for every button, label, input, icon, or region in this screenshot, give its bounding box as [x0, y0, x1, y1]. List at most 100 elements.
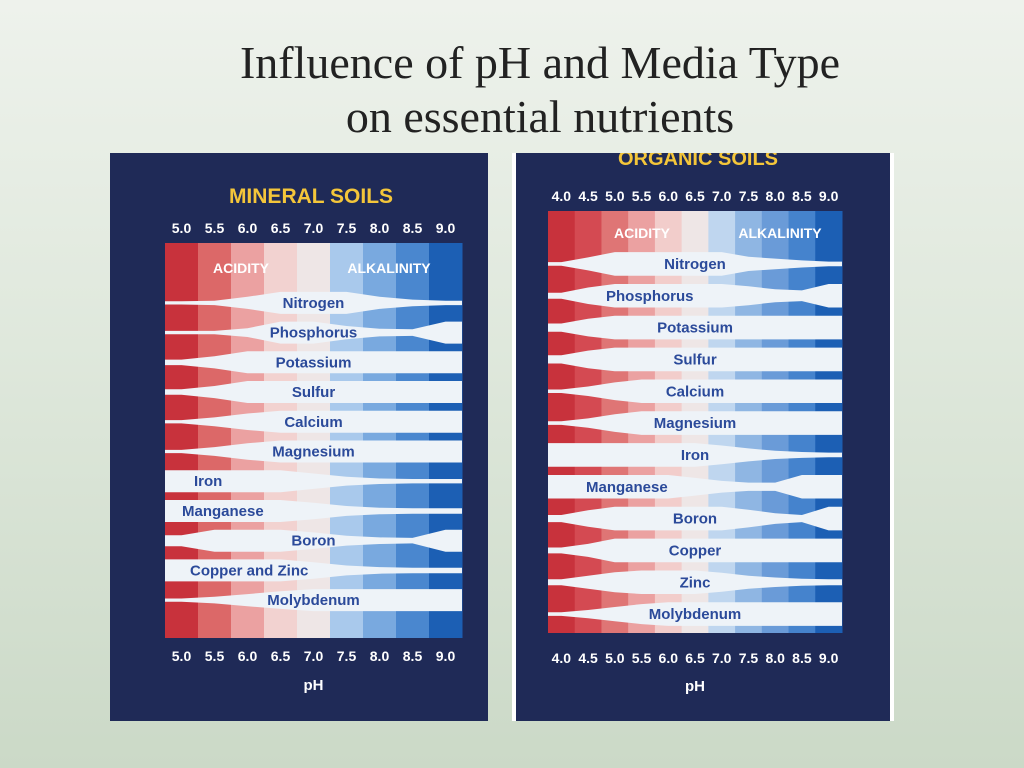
mineral-nutrient-label: Sulfur: [292, 384, 335, 401]
mineral-ph-tick-bottom: 6.0: [238, 648, 258, 664]
mineral-nutrient-band: [165, 440, 462, 463]
organic-ph-tick-bottom: 9.0: [819, 650, 839, 666]
mineral-nutrient-label: Iron: [194, 473, 222, 490]
organic-nutrient-label: Calcium: [666, 383, 724, 400]
mineral-ph-tick-bottom: 6.5: [271, 648, 291, 664]
organic-soils-graphic: ORGANIC SOILS ACIDITY ALKALINITY 4.0 4.0 4.5 4…: [516, 153, 890, 721]
mineral-nutrient-band: [165, 500, 462, 522]
mineral-ph-tick-bottom: 9.0: [436, 648, 456, 664]
mineral-nutrient-band: [165, 381, 462, 403]
organic-ph-tick-bottom: 5.0: [605, 650, 625, 666]
mineral-nutrient-label: Magnesium: [272, 444, 355, 461]
organic-nutrient-band: [548, 379, 842, 403]
mineral-nutrient-label: Calcium: [284, 414, 342, 431]
mineral-nutrient-label: Nitrogen: [283, 295, 345, 312]
slide-title: Influence of pH and Media Type on essent…: [0, 36, 1024, 144]
organic-soils-chart: ORGANIC SOILS ACIDITY ALKALINITY 4.0 4.0 4.5 4…: [512, 153, 894, 721]
mineral-ph-tick-bottom: 8.0: [370, 648, 390, 664]
organic-nutrient-label: Sulfur: [673, 351, 716, 368]
mineral-nutrient-label: Boron: [291, 533, 335, 550]
mineral-ph-tick-bottom: 7.0: [304, 648, 324, 664]
mineral-heading: MINERAL SOILS: [229, 185, 393, 208]
mineral-nutrient-label: Phosphorus: [270, 325, 358, 342]
organic-ph-tick-top: 8.5: [792, 188, 812, 204]
organic-alkalinity-label: ALKALINITY: [738, 225, 822, 241]
mineral-ph-tick-top: 6.0: [238, 220, 258, 236]
mineral-nutrient-label: Copper and Zinc: [190, 562, 308, 579]
mineral-ph-tick-top: 9.0: [436, 220, 456, 236]
mineral-ph-tick-top: 5.0: [172, 220, 192, 236]
organic-nutrient-band: [548, 315, 842, 340]
mineral-ph-tick-top: 6.5: [271, 220, 291, 236]
mineral-soils-graphic: MINERAL SOILS ACIDITY ALKALINITY 5.0 5.0 5.5 5…: [110, 153, 488, 721]
mineral-nutrient-label: Manganese: [182, 503, 264, 520]
organic-ph-tick-top: 6.5: [685, 188, 705, 204]
mineral-soils-chart: MINERAL SOILS ACIDITY ALKALINITY 5.0 5.0 5.5 5…: [110, 153, 488, 721]
organic-ph-tick-top: 8.0: [765, 188, 785, 204]
mineral-nutrient-band: [165, 559, 462, 582]
slide-title-line-2: on essential nutrients: [345, 91, 735, 142]
organic-nutrient-band: [548, 284, 842, 308]
organic-ph-tick-top: 5.5: [632, 188, 652, 204]
mineral-nutrient-label: Potassium: [276, 354, 352, 371]
organic-heading: ORGANIC SOILS: [618, 153, 778, 170]
organic-nutrient-label: Zinc: [680, 574, 711, 591]
mineral-ph-tick-top: 5.5: [205, 220, 225, 236]
mineral-ph-tick-bottom: 5.5: [205, 648, 225, 664]
organic-nutrient-band: [548, 443, 842, 467]
organic-ph-tick-bottom: 4.0: [552, 650, 572, 666]
organic-nutrient-label: Potassium: [657, 320, 733, 337]
organic-ph-tick-top: 4.0: [552, 188, 572, 204]
mineral-ph-tick-top: 8.0: [370, 220, 390, 236]
mineral-nutrient-band: [165, 291, 462, 314]
organic-nutrient-label: Molybdenum: [649, 606, 742, 623]
organic-nutrient-label: Nitrogen: [664, 256, 726, 273]
organic-axis-label: pH: [685, 678, 705, 695]
organic-ph-tick-bottom: 4.5: [578, 650, 598, 666]
mineral-nutrient-label: Molybdenum: [267, 592, 360, 609]
organic-ph-tick-bottom: 8.5: [792, 650, 812, 666]
organic-nutrient-band: [548, 570, 842, 594]
organic-ph-tick-bottom: 6.0: [659, 650, 679, 666]
mineral-ph-tick-bottom: 7.5: [337, 648, 357, 664]
organic-nutrient-band: [548, 347, 842, 372]
organic-nutrient-label: Copper: [669, 542, 722, 559]
mineral-nutrient-band: [165, 529, 462, 552]
organic-ph-tick-top: 6.0: [659, 188, 679, 204]
slide-title-line-1: Influence of pH and Media Type: [239, 37, 841, 88]
organic-ph-tick-bottom: 5.5: [632, 650, 652, 666]
organic-nutrient-label: Boron: [673, 511, 717, 528]
mineral-ph-tick-top: 7.5: [337, 220, 357, 236]
organic-ph-tick-bottom: 7.0: [712, 650, 732, 666]
mineral-axis-label: pH: [304, 677, 324, 694]
organic-ph-tick-bottom: 7.5: [739, 650, 759, 666]
mineral-alkalinity-label: ALKALINITY: [347, 260, 431, 276]
organic-ph-tick-top: 7.0: [712, 188, 732, 204]
mineral-ph-tick-top: 7.0: [304, 220, 324, 236]
mineral-nutrient-band: [165, 410, 462, 433]
mineral-ph-tick-bottom: 8.5: [403, 648, 423, 664]
organic-nutrient-band: [548, 411, 842, 435]
organic-nutrient-label: Magnesium: [654, 415, 737, 432]
organic-nutrient-band: [548, 602, 842, 626]
organic-nutrient-band: [548, 506, 842, 531]
mineral-ph-tick-top: 8.5: [403, 220, 423, 236]
mineral-nutrient-band: [165, 321, 462, 344]
mineral-nutrient-band: [165, 589, 462, 612]
organic-acidity-label: ACIDITY: [614, 225, 671, 241]
organic-nutrient-label: Manganese: [586, 479, 668, 496]
mineral-nutrient-band: [165, 351, 462, 374]
organic-nutrient-band: [548, 252, 842, 276]
organic-nutrient-label: Phosphorus: [606, 288, 694, 305]
organic-nutrient-label: Iron: [681, 447, 709, 464]
organic-ph-tick-top: 7.5: [739, 188, 759, 204]
organic-ph-tick-top: 4.5: [578, 188, 598, 204]
organic-ph-tick-bottom: 8.0: [765, 650, 785, 666]
organic-nutrient-band: [548, 538, 842, 563]
organic-ph-tick-top: 5.0: [605, 188, 625, 204]
mineral-acidity-label: ACIDITY: [213, 260, 270, 276]
mineral-nutrient-band: [165, 470, 462, 493]
mineral-ph-tick-bottom: 5.0: [172, 648, 192, 664]
organic-nutrient-band: [548, 475, 842, 499]
organic-ph-tick-top: 9.0: [819, 188, 839, 204]
